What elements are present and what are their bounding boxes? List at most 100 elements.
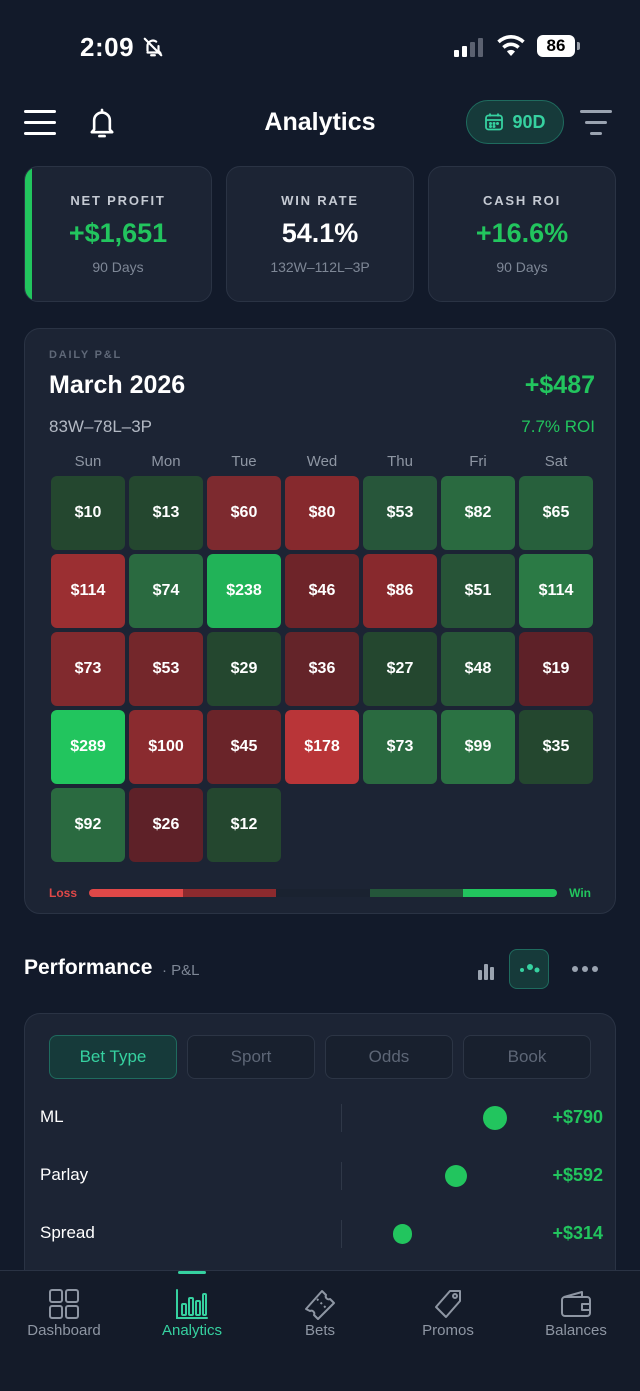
calendar-day-cell[interactable]: $178	[285, 710, 359, 784]
calendar-day-cell[interactable]: $238	[207, 554, 281, 628]
stat-value: +$1,651	[68, 218, 168, 248]
tab-dashboard[interactable]: Dashboard	[0, 1271, 128, 1391]
date-range-button[interactable]: 90D	[466, 100, 564, 144]
active-tab-indicator	[178, 1271, 206, 1274]
performance-row-value: +$314	[552, 1223, 603, 1243]
tab-label: Balances	[545, 1322, 607, 1339]
legend-loss-label: Loss	[49, 886, 78, 900]
stat-label: NET PROFIT	[70, 193, 166, 208]
segment-bet-type[interactable]: Bet Type	[49, 1035, 177, 1079]
calendar-day-cell[interactable]: $114	[519, 554, 593, 628]
calendar-month: March 2026	[49, 371, 186, 399]
cash-roi-card[interactable]: CASH ROI +16.6% 90 Days	[428, 166, 616, 302]
performance-dot[interactable]	[483, 1106, 507, 1130]
menu-icon[interactable]	[24, 110, 56, 136]
tab-label: Promos	[422, 1322, 474, 1339]
performance-row-label: Parlay	[40, 1165, 89, 1184]
calendar-day-cell[interactable]: $100	[129, 710, 203, 784]
calendar-day-cell[interactable]: $10	[51, 476, 125, 550]
stat-label: WIN RATE	[281, 193, 359, 208]
weekday-label: Mon	[151, 453, 181, 470]
calendar-day-cell[interactable]: $73	[51, 632, 125, 706]
performance-dot[interactable]	[445, 1165, 468, 1187]
performance-row[interactable]	[25, 1147, 615, 1205]
bell-off-icon	[143, 37, 163, 57]
calendar-day-cell[interactable]: $99	[441, 710, 515, 784]
performance-dot[interactable]	[392, 1224, 412, 1244]
wallet-icon	[558, 1287, 594, 1326]
tab-balances[interactable]: Balances	[512, 1271, 640, 1391]
dot-plot-icon	[520, 964, 540, 973]
calendar-day-cell[interactable]: $26	[129, 788, 203, 862]
segment-odds[interactable]: Odds	[325, 1035, 453, 1079]
calendar-day-cell[interactable]: $289	[51, 710, 125, 784]
net-profit-card[interactable]: NET PROFIT +$1,651 90 Days	[24, 166, 212, 302]
calendar-day-cell[interactable]: $45	[207, 710, 281, 784]
weekday-label: Thu	[387, 453, 413, 470]
stat-sub: 90 Days	[496, 259, 548, 275]
performance-row-value: +$790	[552, 1107, 603, 1127]
weekday-label: Sat	[544, 453, 568, 470]
performance-row[interactable]	[25, 1205, 615, 1263]
scale-segment	[182, 889, 277, 897]
calendar-day-cell[interactable]: $80	[285, 476, 359, 550]
tag-icon	[430, 1287, 466, 1326]
bottom-tab-bar: Dashboard Analytics Bets Promos Balances	[0, 1270, 640, 1391]
calendar-day-cell[interactable]: $13	[129, 476, 203, 550]
calendar-day-cell[interactable]: $35	[519, 710, 593, 784]
dot-chart-view-button[interactable]	[509, 949, 549, 989]
calendar-day-cell[interactable]: $12	[207, 788, 281, 862]
stat-value: +16.6%	[475, 218, 569, 248]
notification-bell-icon[interactable]	[86, 106, 118, 140]
grid-icon	[46, 1287, 82, 1326]
weekday-label: Tue	[231, 453, 257, 470]
segment-book[interactable]: Book	[463, 1035, 591, 1079]
filter-icon[interactable]	[580, 110, 612, 136]
legend-win-label: Win	[569, 886, 591, 900]
performance-card: Bet Type Sport Odds Book ML +$790 Parlay +$592 S…	[24, 1013, 616, 1313]
tab-bets[interactable]: Bets	[256, 1271, 384, 1391]
stat-sub: 90 Days	[92, 259, 144, 275]
calendar-day-cell[interactable]: $48	[441, 632, 515, 706]
calendar-day-cell[interactable]: $65	[519, 476, 593, 550]
calendar-day-cell[interactable]: $27	[363, 632, 437, 706]
tab-promos[interactable]: Promos	[384, 1271, 512, 1391]
battery-nub	[577, 42, 580, 50]
calendar-day-cell[interactable]: $29	[207, 632, 281, 706]
calendar-day-cell[interactable]: $46	[285, 554, 359, 628]
calendar-day-cell[interactable]: $51	[441, 554, 515, 628]
date-range-label: 90D	[512, 111, 546, 132]
calendar-day-cell[interactable]: $19	[519, 632, 593, 706]
performance-row[interactable]	[25, 1089, 615, 1147]
calendar-day-cell[interactable]: $73	[363, 710, 437, 784]
performance-title: Performance	[24, 956, 153, 979]
more-options-icon[interactable]	[572, 966, 598, 972]
win-rate-card[interactable]: WIN RATE 54.1% 132W–112L–3P	[226, 166, 414, 302]
calendar-day-cell[interactable]: $53	[129, 632, 203, 706]
tab-analytics[interactable]: Analytics	[128, 1271, 256, 1391]
tab-label: Analytics	[161, 1322, 223, 1339]
tab-label: Bets	[304, 1322, 335, 1339]
bar-chart-view-icon[interactable]	[478, 960, 494, 980]
segment-sport[interactable]: Sport	[187, 1035, 315, 1079]
calendar-day-cell[interactable]: $53	[363, 476, 437, 550]
zero-line	[341, 1162, 342, 1190]
bar-chart-icon	[174, 1287, 210, 1326]
zero-line	[341, 1220, 342, 1248]
calendar-day-cell[interactable]: $86	[363, 554, 437, 628]
performance-row-label: Spread	[40, 1223, 95, 1242]
calendar-day-cell[interactable]: $36	[285, 632, 359, 706]
calendar-day-cell[interactable]: $74	[129, 554, 203, 628]
calendar-day-cell[interactable]: $60	[207, 476, 281, 550]
status-bar: 2:09 86	[0, 0, 640, 92]
scale-segment	[463, 889, 557, 897]
performance-subtitle: · P&L	[162, 962, 200, 979]
weekday-label: Sun	[74, 453, 102, 470]
calendar-day-cell[interactable]: $82	[441, 476, 515, 550]
battery-indicator: 86	[537, 35, 575, 57]
calendar-day-cell[interactable]: $114	[51, 554, 125, 628]
tab-label: Dashboard	[27, 1322, 101, 1339]
calendar-day-cell[interactable]: $92	[51, 788, 125, 862]
month-total: +$487	[524, 371, 595, 399]
stat-label: CASH ROI	[483, 193, 561, 208]
